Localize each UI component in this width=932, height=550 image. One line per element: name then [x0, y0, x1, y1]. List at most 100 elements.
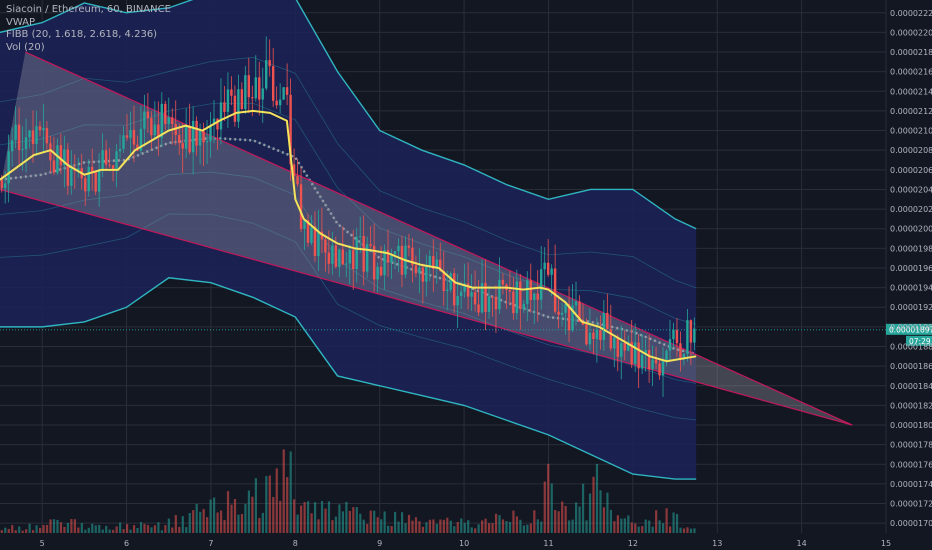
candle-body [397, 245, 400, 252]
candle-body [435, 259, 438, 269]
vwap-line [0, 109, 697, 363]
candle-body [167, 117, 170, 125]
candle-body [0, 179, 3, 189]
candle-body [278, 99, 282, 106]
volume-bar [359, 513, 362, 533]
volume-bar [550, 483, 553, 533]
candle-body [17, 124, 21, 150]
candle-body [181, 143, 184, 149]
candle-body [546, 262, 550, 275]
candle-body [689, 320, 693, 343]
candle-body [63, 149, 66, 166]
x-tick-label: 5 [40, 539, 45, 548]
legend-fibb[interactable]: FIBB (20, 1.618, 2.618, 4.236) [6, 29, 158, 40]
volume-bar [526, 524, 529, 533]
candle-body [338, 249, 341, 267]
wedge-area [0, 52, 853, 426]
volume-bar [251, 496, 254, 533]
candle-body [647, 350, 651, 370]
candle-body [421, 267, 425, 282]
candle-body [359, 236, 362, 238]
volume-bar [84, 529, 87, 533]
volume-bar [602, 507, 606, 533]
volume-bar [240, 513, 244, 533]
volume-bar [195, 503, 198, 533]
volume-bar [432, 519, 435, 533]
volume-bar [18, 526, 21, 533]
candle-body [480, 283, 484, 313]
volume-bar [512, 510, 515, 533]
volume-bar [310, 513, 313, 533]
volume-bar [533, 510, 536, 533]
volume-bar [21, 530, 24, 533]
legend-vol[interactable]: Vol (20) [6, 41, 45, 53]
candle-body [35, 126, 38, 145]
volume-bar [42, 525, 45, 533]
candle-body [341, 249, 344, 265]
volume-bar [578, 506, 581, 533]
volume-bar [564, 505, 567, 533]
volume-bar [14, 530, 17, 533]
candle-body [268, 60, 271, 67]
volume-bar [463, 522, 466, 533]
volume-bar [630, 522, 633, 533]
candle-body [292, 164, 296, 177]
volume-bar [421, 526, 425, 533]
candle-body [31, 130, 35, 145]
volume-bar [303, 502, 306, 533]
volume-bar [439, 519, 442, 533]
candle-body [289, 94, 292, 165]
candle-body [28, 130, 31, 138]
candle-body [512, 291, 515, 314]
candle-body [369, 244, 372, 246]
x-tick-label: 13 [712, 539, 722, 548]
fib-band-basis [0, 136, 697, 356]
candle-body [522, 303, 525, 309]
candle-body [446, 289, 449, 291]
candle-body [97, 169, 101, 192]
candle-body [143, 111, 146, 129]
candle-body [543, 262, 546, 270]
candle-body [331, 245, 334, 264]
volume-bar [467, 520, 470, 533]
volume-bar [477, 524, 480, 533]
x-tick-label: 10 [459, 539, 469, 548]
volume-bar [265, 476, 268, 533]
candle-body [463, 283, 466, 292]
candle-body [285, 87, 289, 95]
volume-bar [258, 517, 261, 533]
candle-body [306, 220, 310, 243]
volume-bar [101, 529, 104, 533]
volume-bar [247, 490, 251, 533]
volume-bar [355, 507, 358, 533]
volume-bar [613, 521, 616, 533]
volume-bars [0, 449, 696, 533]
candle-body [104, 150, 108, 165]
candle-body [658, 363, 661, 376]
candle-body [352, 250, 355, 269]
candle-body [665, 350, 668, 361]
candle-body [45, 127, 49, 144]
volume-bar [80, 523, 83, 533]
candle-body [693, 328, 696, 343]
candle-body [317, 231, 320, 257]
volume-bar [268, 475, 271, 533]
legend-vwap[interactable]: VWAP [6, 16, 36, 28]
legend-symbol[interactable]: Siacoin / Ethereum, 60, BINANCE [6, 4, 171, 15]
candle-body [7, 151, 10, 184]
volume-bar [446, 517, 449, 533]
candle-body [118, 148, 122, 152]
candle-body [675, 330, 679, 344]
candle-body [470, 292, 473, 297]
candle-body [682, 353, 686, 360]
volume-bar [28, 523, 31, 533]
volume-bar [254, 478, 257, 533]
candle-body [491, 296, 494, 298]
